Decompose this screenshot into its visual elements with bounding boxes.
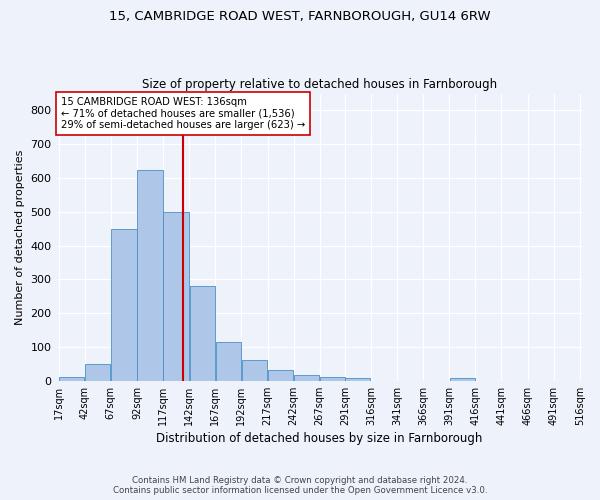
- Bar: [216, 342, 241, 381]
- Bar: [449, 378, 475, 381]
- X-axis label: Distribution of detached houses by size in Farnborough: Distribution of detached houses by size …: [156, 432, 482, 445]
- Bar: [294, 375, 319, 381]
- Bar: [345, 378, 370, 381]
- Bar: [242, 360, 267, 381]
- Title: Size of property relative to detached houses in Farnborough: Size of property relative to detached ho…: [142, 78, 497, 91]
- Text: 15 CAMBRIDGE ROAD WEST: 136sqm
← 71% of detached houses are smaller (1,536)
29% : 15 CAMBRIDGE ROAD WEST: 136sqm ← 71% of …: [61, 97, 305, 130]
- Bar: [320, 378, 346, 381]
- Bar: [137, 170, 163, 381]
- Y-axis label: Number of detached properties: Number of detached properties: [15, 150, 25, 325]
- Bar: [268, 370, 293, 381]
- Bar: [190, 286, 215, 381]
- Text: Contains HM Land Registry data © Crown copyright and database right 2024.
Contai: Contains HM Land Registry data © Crown c…: [113, 476, 487, 495]
- Bar: [85, 364, 110, 381]
- Text: 15, CAMBRIDGE ROAD WEST, FARNBOROUGH, GU14 6RW: 15, CAMBRIDGE ROAD WEST, FARNBOROUGH, GU…: [109, 10, 491, 23]
- Bar: [111, 228, 137, 381]
- Bar: [59, 378, 85, 381]
- Bar: [163, 212, 189, 381]
